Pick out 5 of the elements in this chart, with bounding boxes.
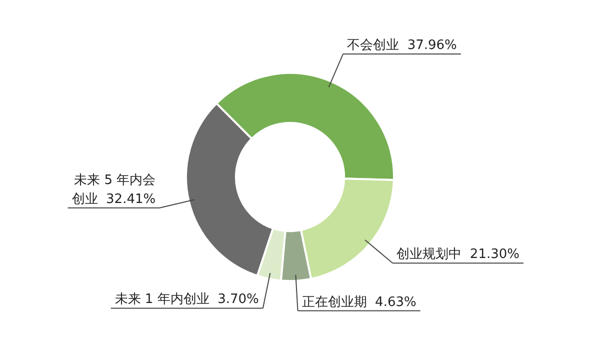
- slice-label: 创业规划中 21.30%: [396, 247, 520, 262]
- slice-label: 未来 1 年内创业 3.70%: [114, 292, 259, 308]
- slice-label: 不会创业 37.96%: [347, 38, 457, 53]
- slice-label: 未来 5 年内会创业 32.41%: [72, 172, 156, 207]
- slice-label: 正在创业期 4.63%: [302, 294, 416, 310]
